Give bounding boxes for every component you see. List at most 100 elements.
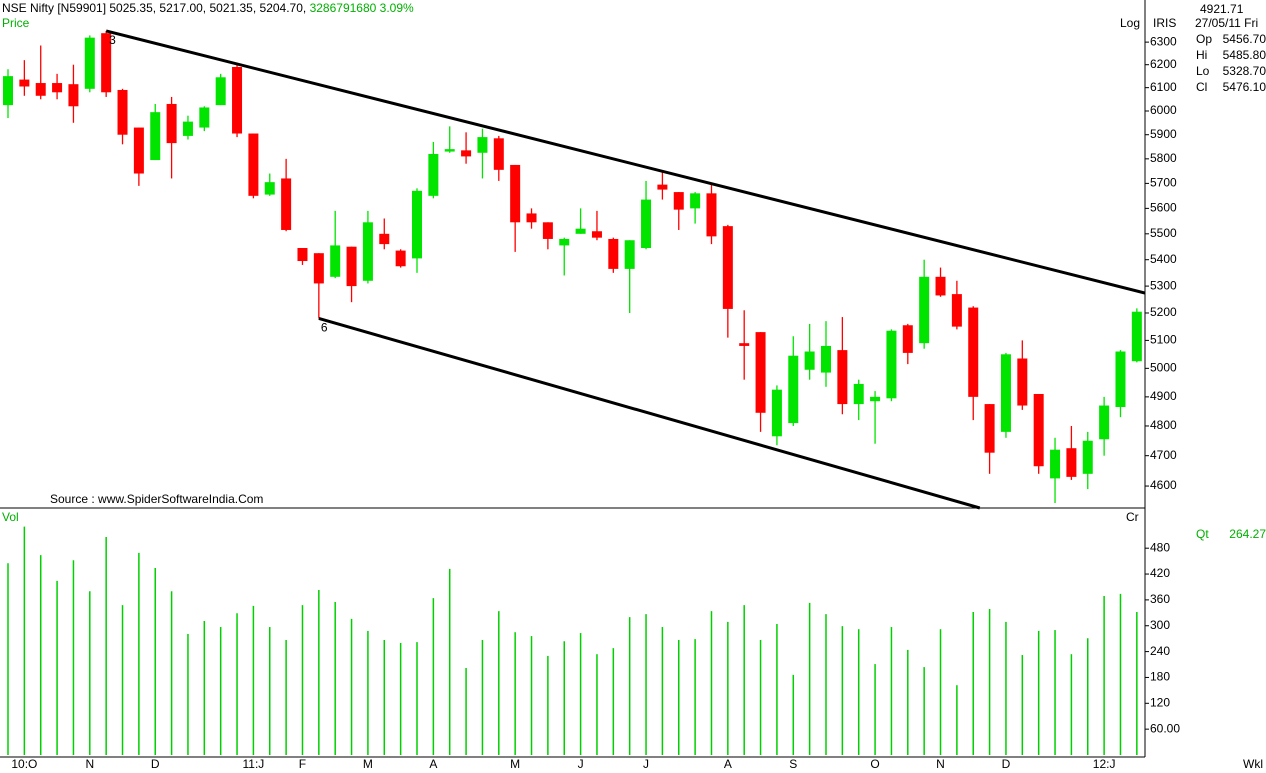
- candle-body: [133, 127, 144, 174]
- candle-body: [3, 76, 13, 106]
- x-tick-label: O: [870, 757, 879, 771]
- candle-body: [1131, 311, 1142, 362]
- x-tick-label: 10:O: [11, 757, 37, 771]
- candle-body: [297, 247, 308, 262]
- candle-body: [739, 343, 750, 346]
- y-tick-label: 60.00: [1150, 721, 1180, 735]
- y-tick-label: 420: [1150, 566, 1170, 580]
- candle-body: [870, 396, 881, 402]
- candle-body: [264, 182, 275, 195]
- candle-body: [477, 137, 488, 153]
- y-tick-label: 5100: [1150, 333, 1177, 347]
- header-title: NSE Nifty [N59901] 5025.35, 5217.00, 502…: [2, 1, 306, 15]
- annotation: 6: [321, 321, 328, 335]
- volume-unit: Cr: [1126, 510, 1139, 524]
- annotation: 3: [109, 33, 116, 47]
- candle-body: [886, 330, 897, 399]
- x-tick-label: A: [724, 757, 732, 771]
- y-tick-label: 6100: [1150, 80, 1177, 94]
- x-tick-label: F: [299, 757, 306, 771]
- x-tick-label: S: [789, 757, 797, 771]
- header: NSE Nifty [N59901] 5025.35, 5217.00, 502…: [2, 1, 414, 15]
- candle-body: [771, 389, 782, 437]
- candle-body: [1033, 393, 1044, 467]
- x-tick-label: D: [151, 757, 160, 771]
- candle-body: [379, 233, 390, 245]
- candle-body: [395, 250, 406, 267]
- candle-body: [232, 66, 243, 134]
- candle-body: [935, 276, 946, 296]
- candle-body: [412, 190, 422, 259]
- candle-body: [673, 192, 684, 210]
- indicator: IRIS: [1153, 16, 1176, 30]
- candle-body: [215, 77, 226, 106]
- y-tick-label: 480: [1150, 540, 1170, 554]
- candle-body: [150, 112, 161, 161]
- header-change: 3.09%: [380, 1, 414, 15]
- x-tick-label: J: [578, 757, 584, 771]
- candle-body: [493, 138, 504, 170]
- ohlc-label: Hi: [1196, 48, 1207, 62]
- candle-body: [690, 193, 701, 209]
- y-tick-label: 5400: [1150, 252, 1177, 266]
- candle-body: [657, 184, 668, 190]
- candle-body: [166, 103, 177, 144]
- candle-body: [755, 332, 766, 413]
- y-tick-label: 4800: [1150, 418, 1177, 432]
- ohlc-value: 5456.70: [1223, 32, 1266, 46]
- y-tick-label: 6200: [1150, 57, 1177, 71]
- y-tick-label: 360: [1150, 592, 1170, 606]
- candle-body: [52, 83, 63, 93]
- y-tick-label: 6000: [1150, 103, 1177, 117]
- x-tick-label: N: [936, 757, 945, 771]
- volume-label: Vol: [2, 510, 19, 524]
- candle-body: [313, 253, 324, 284]
- ohlc-value: 5476.10: [1223, 80, 1266, 94]
- y-tick-label: 4600: [1150, 478, 1177, 492]
- candle-body: [101, 33, 112, 93]
- candle-body: [919, 276, 930, 344]
- qt-label: Qt: [1196, 527, 1209, 541]
- candle-body: [951, 294, 962, 327]
- candle-body: [722, 226, 733, 309]
- candle-body: [428, 153, 439, 196]
- x-tick-label: M: [363, 757, 373, 771]
- y-tick-label: 4700: [1150, 448, 1177, 462]
- candle-body: [248, 133, 259, 196]
- candle-body: [853, 383, 864, 405]
- candle-body: [821, 345, 831, 373]
- header-volume: 3286791680: [310, 1, 377, 15]
- candle-body: [362, 222, 373, 281]
- y-tick-label: 5900: [1150, 127, 1177, 141]
- candle-body: [788, 355, 799, 424]
- y-tick-label: 120: [1150, 695, 1170, 709]
- y-tick-label: 5300: [1150, 278, 1177, 292]
- candle-body: [461, 150, 472, 157]
- cursor-date: 27/05/11 Fri: [1195, 16, 1258, 30]
- candle-body: [68, 84, 79, 107]
- candle-body: [19, 79, 30, 87]
- candle-body: [984, 404, 995, 453]
- candle-body: [837, 350, 848, 405]
- candle-body: [1099, 405, 1110, 440]
- x-tick-label: A: [429, 757, 437, 771]
- x-tick-label: J: [643, 757, 649, 771]
- qt-value: 264.27: [1229, 527, 1266, 541]
- candle-body: [199, 107, 210, 128]
- y-tick-label: 5700: [1150, 176, 1177, 190]
- candle-body: [35, 83, 46, 96]
- y-tick-label: 5200: [1150, 305, 1177, 319]
- candle-body: [902, 325, 913, 353]
- y-tick-label: 5800: [1150, 151, 1177, 165]
- candle-body: [346, 246, 357, 287]
- ohlc-label: Op: [1196, 32, 1212, 46]
- candle-body: [526, 213, 537, 223]
- candle-body: [968, 307, 979, 397]
- y-tick-label: 5500: [1150, 226, 1177, 240]
- candle-body: [182, 121, 193, 136]
- x-tick-label: D: [1002, 757, 1011, 771]
- y-tick-label: 5000: [1150, 361, 1177, 375]
- ohlc-value: 5328.70: [1223, 64, 1266, 78]
